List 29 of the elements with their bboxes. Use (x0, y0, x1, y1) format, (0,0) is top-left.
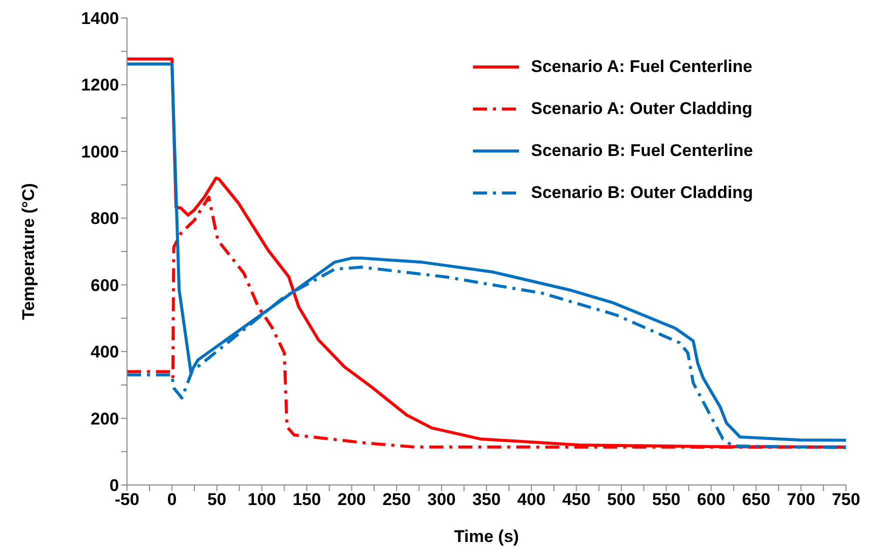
y-tick-label: 200 (90, 409, 119, 428)
y-axis-title: Temperature (°C) (19, 183, 38, 320)
y-tick-label: 800 (90, 209, 119, 228)
x-tick-label: 150 (292, 490, 321, 510)
x-tick-label: 650 (742, 490, 770, 510)
x-tick-label: 0 (167, 490, 177, 510)
x-tick-label: 500 (607, 490, 636, 510)
x-tick-label: 450 (562, 490, 591, 510)
x-tick-label: 750 (832, 490, 860, 510)
x-tick-label: 300 (427, 490, 456, 510)
legend-label: Scenario A: Fuel Centerline (531, 57, 752, 77)
y-tick-label: 1000 (81, 142, 119, 162)
x-tick-label: 200 (338, 490, 366, 510)
x-tick-label: 400 (517, 490, 546, 510)
y-tick-label: 1200 (81, 76, 119, 95)
y-tick-label: 1400 (81, 9, 119, 28)
x-axis-title: Time (s) (454, 527, 519, 546)
x-tick-label: 100 (248, 490, 276, 510)
x-tick-label: 550 (652, 490, 680, 510)
x-tick-label: 350 (472, 490, 501, 510)
legend-label: Scenario A: Outer Cladding (531, 99, 752, 119)
legend-label: Scenario B: Outer Cladding (531, 183, 753, 203)
y-tick-label: 600 (90, 276, 119, 295)
y-tick-label: 400 (90, 342, 119, 362)
x-tick-label: 50 (207, 490, 226, 510)
x-tick-label: 700 (786, 490, 816, 510)
x-tick-label: 250 (382, 490, 411, 510)
x-tick-label: 600 (697, 490, 726, 510)
legend-label: Scenario B: Fuel Centerline (531, 141, 753, 161)
